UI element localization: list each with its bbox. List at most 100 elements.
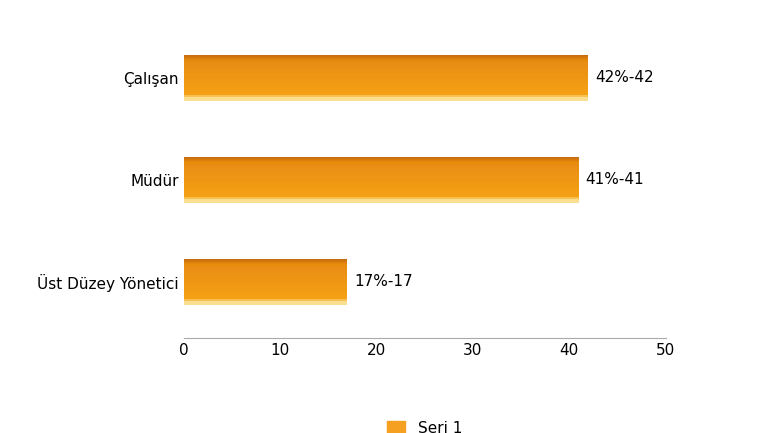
Bar [184, 283, 347, 284]
Bar [184, 272, 347, 274]
Bar [184, 70, 588, 71]
Bar [184, 68, 588, 70]
Bar [184, 56, 588, 57]
Bar [184, 157, 579, 158]
Bar [184, 277, 347, 278]
Bar [184, 165, 579, 166]
Bar [184, 55, 588, 56]
Bar [184, 290, 347, 291]
Bar [184, 265, 347, 267]
Bar [184, 197, 579, 198]
Bar [184, 302, 347, 304]
Bar [184, 261, 347, 262]
Legend: Seri 1: Seri 1 [381, 415, 468, 433]
Bar [184, 159, 579, 160]
Bar [184, 73, 588, 74]
Bar [184, 271, 347, 272]
Bar [184, 173, 579, 174]
Bar [184, 178, 579, 180]
Bar [184, 295, 347, 297]
Bar [184, 187, 579, 188]
Bar [184, 78, 588, 79]
Bar [184, 65, 588, 66]
Bar [184, 285, 347, 286]
Bar [184, 267, 347, 268]
Bar [184, 168, 579, 169]
Bar [184, 174, 579, 175]
Bar [184, 158, 579, 159]
Bar [184, 262, 347, 263]
Bar [184, 259, 347, 260]
Bar [184, 100, 588, 101]
Bar [184, 93, 588, 94]
Bar [184, 274, 347, 275]
Bar [184, 95, 588, 96]
Bar [184, 175, 579, 176]
Bar [184, 284, 347, 285]
Bar [184, 297, 347, 298]
Bar [184, 71, 588, 72]
Bar [184, 190, 579, 191]
Bar [184, 167, 579, 168]
Bar [184, 270, 347, 271]
Bar [184, 278, 347, 279]
Bar [184, 87, 588, 88]
Bar [184, 59, 588, 61]
Bar [184, 263, 347, 265]
Bar [184, 191, 579, 192]
Bar [184, 82, 588, 84]
Bar [184, 298, 347, 299]
Bar [184, 97, 588, 98]
Bar [184, 75, 588, 77]
Bar [184, 164, 579, 165]
Bar [184, 200, 579, 201]
Bar [184, 279, 347, 281]
Bar [184, 198, 579, 199]
Bar [184, 57, 588, 58]
Bar [184, 183, 579, 184]
Bar [184, 293, 347, 294]
Bar [184, 79, 588, 80]
Bar [184, 80, 588, 81]
Bar [184, 86, 588, 87]
Bar [184, 58, 588, 59]
Bar [184, 184, 579, 185]
Bar [184, 286, 347, 288]
Bar [184, 260, 347, 261]
Bar [184, 299, 347, 300]
Bar [184, 171, 579, 173]
Bar [184, 77, 588, 78]
Bar [184, 98, 588, 100]
Bar [184, 201, 579, 203]
Bar [184, 192, 579, 194]
Text: 17%-17: 17%-17 [354, 274, 413, 289]
Bar [184, 169, 579, 171]
Bar [184, 185, 579, 187]
Bar [184, 194, 579, 196]
Bar [184, 275, 347, 276]
Bar [184, 88, 588, 89]
Bar [184, 182, 579, 183]
Bar [184, 94, 588, 95]
Bar [184, 196, 579, 197]
Bar [184, 180, 579, 181]
Bar [184, 160, 579, 162]
Bar [184, 281, 347, 283]
Text: 41%-41: 41%-41 [585, 172, 644, 187]
Bar [184, 301, 347, 302]
Bar [184, 162, 579, 164]
Bar [184, 269, 347, 270]
Bar [184, 294, 347, 295]
Text: 42%-42: 42%-42 [595, 70, 654, 85]
Bar [184, 61, 588, 63]
Bar [184, 91, 588, 93]
Bar [184, 176, 579, 178]
Bar [184, 300, 347, 301]
Bar [184, 72, 588, 73]
Bar [184, 268, 347, 269]
Bar [184, 74, 588, 75]
Bar [184, 96, 588, 97]
Bar [184, 188, 579, 189]
Bar [184, 81, 588, 82]
Bar [184, 166, 579, 167]
